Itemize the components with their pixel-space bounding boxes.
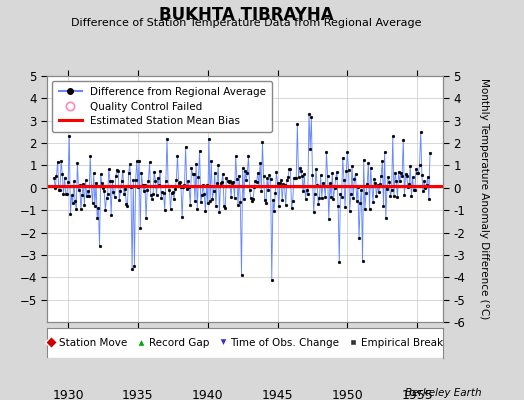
Text: Difference of Station Temperature Data from Regional Average: Difference of Station Temperature Data f…: [71, 18, 421, 28]
Y-axis label: Monthly Temperature Anomaly Difference (°C): Monthly Temperature Anomaly Difference (…: [479, 78, 489, 320]
Legend: Station Move, Record Gap, Time of Obs. Change, Empirical Break: Station Move, Record Gap, Time of Obs. C…: [43, 334, 447, 352]
Text: Berkeley Earth: Berkeley Earth: [406, 388, 482, 398]
Legend: Difference from Regional Average, Quality Control Failed, Estimated Station Mean: Difference from Regional Average, Qualit…: [52, 81, 272, 132]
Text: BUKHTA TIBRAYHA: BUKHTA TIBRAYHA: [159, 6, 334, 24]
